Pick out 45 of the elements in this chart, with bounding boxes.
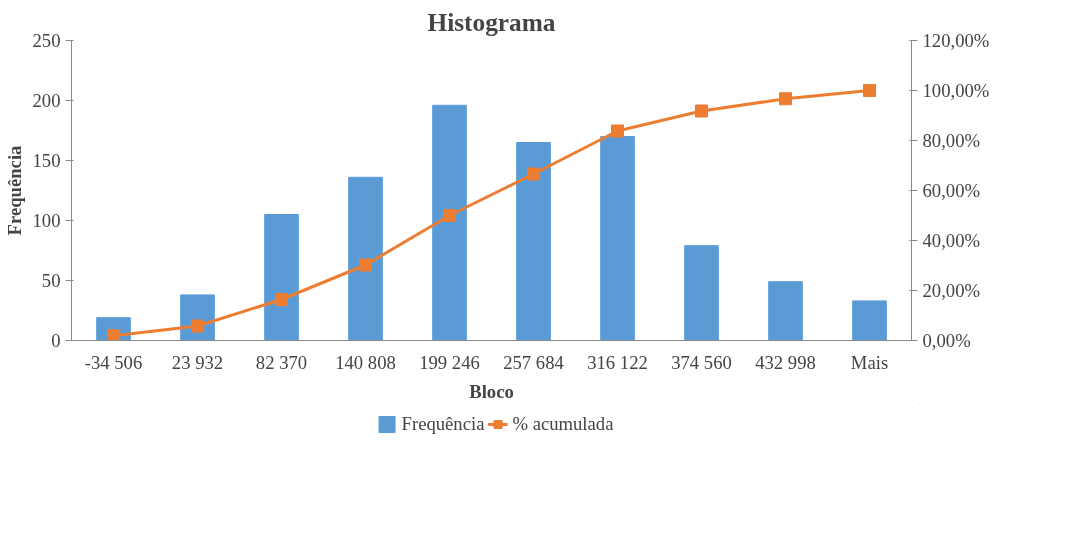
- x-tick-label: -34 506: [84, 351, 143, 373]
- x-tick-label: 82 370: [255, 351, 308, 373]
- chart-title: Histograma: [427, 7, 556, 36]
- bar: [684, 245, 719, 341]
- y-tick-label: 0: [51, 330, 61, 351]
- bar: [600, 136, 635, 341]
- x-tick-label: 257 684: [503, 351, 565, 373]
- point: [527, 167, 540, 181]
- point: [191, 319, 204, 333]
- y-axis-title: Frequência: [3, 144, 25, 236]
- bar: [264, 214, 299, 341]
- point: [695, 104, 708, 118]
- point: [611, 124, 624, 138]
- point: [863, 84, 876, 97]
- y-tick-label: 50: [41, 270, 61, 291]
- x-tick-label: 316 122: [587, 351, 648, 373]
- y2-tick-label: 60,00%: [922, 180, 981, 201]
- bar: [768, 281, 803, 341]
- legend-label: Frequência: [401, 413, 485, 435]
- bar: [852, 300, 887, 341]
- x-tick-label: 199 246: [419, 351, 480, 373]
- y2-tick-label: 80,00%: [922, 130, 981, 151]
- x-tick-label: 23 932: [171, 351, 224, 373]
- x-tick-label: 140 808: [335, 351, 396, 373]
- bar: [516, 142, 551, 341]
- x-tick-label: 374 560: [671, 351, 732, 373]
- y2-tick-label: 40,00%: [922, 230, 981, 251]
- x-axis-title: Bloco: [469, 380, 514, 402]
- legend-label: % acumulada: [512, 413, 614, 435]
- y-tick-label: 250: [32, 30, 61, 51]
- y-tick-label: 150: [32, 150, 61, 171]
- y-tick-label: 100: [32, 210, 61, 231]
- y2-tick-label: 20,00%: [922, 280, 981, 301]
- y-tick-label: 200: [32, 90, 61, 111]
- x-tick-label: 432 998: [755, 351, 816, 373]
- x-tick-label: Mais: [850, 351, 889, 373]
- point: [779, 92, 792, 106]
- y2-tick-label: 0,00%: [922, 330, 971, 351]
- point: [443, 209, 456, 222]
- point: [275, 293, 288, 306]
- y2-tick-label: 120,00%: [922, 30, 990, 51]
- bar: [348, 176, 383, 341]
- point: [359, 258, 372, 272]
- y2-tick-label: 100,00%: [922, 80, 990, 101]
- bar: [432, 104, 467, 341]
